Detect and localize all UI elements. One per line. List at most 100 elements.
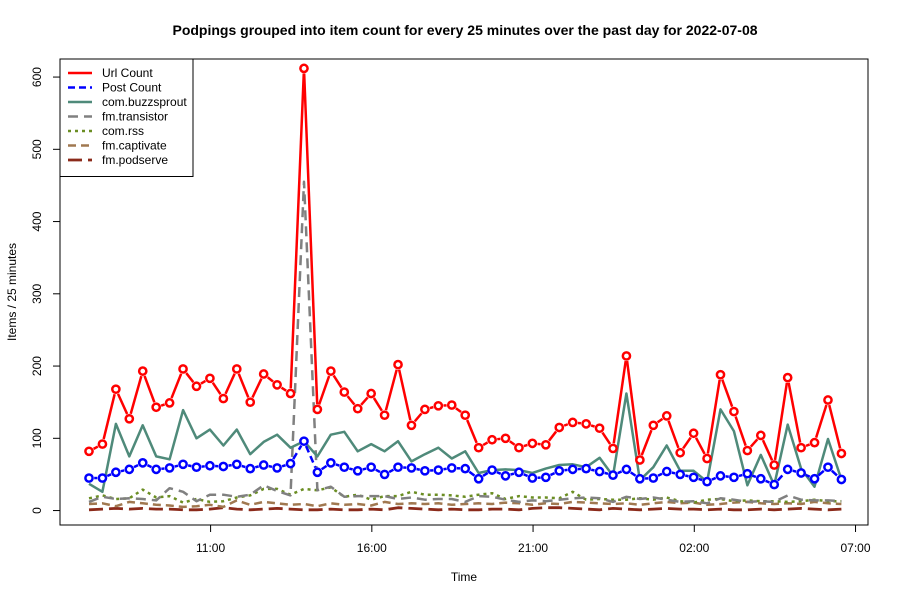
y-tick-label: 300 bbox=[30, 283, 44, 303]
y-tick-label: 600 bbox=[30, 67, 44, 87]
data-point bbox=[245, 463, 256, 474]
series-segment bbox=[360, 396, 369, 406]
series-segment bbox=[548, 430, 558, 442]
x-tick-label: 16:00 bbox=[357, 541, 387, 555]
series-segment bbox=[814, 404, 828, 439]
data-point bbox=[661, 411, 672, 421]
legend-entry: com.buzzsprout bbox=[102, 95, 187, 109]
series-segment bbox=[170, 373, 183, 399]
legend-entry: com.rss bbox=[102, 124, 144, 138]
series-segment bbox=[106, 473, 112, 478]
data-point bbox=[460, 463, 471, 474]
data-point bbox=[514, 442, 524, 453]
data-point bbox=[715, 471, 726, 481]
y-axis: 0 100 200 300 400 500 600 bbox=[30, 67, 60, 514]
data-point bbox=[648, 420, 659, 431]
data-point bbox=[379, 469, 390, 480]
series-segment bbox=[590, 468, 595, 472]
series-segment bbox=[640, 429, 653, 456]
series-segment bbox=[776, 472, 786, 482]
series-segment bbox=[251, 378, 263, 399]
series-segment bbox=[143, 375, 156, 403]
series-com-rss bbox=[88, 486, 842, 504]
data-point bbox=[823, 395, 833, 405]
data-point bbox=[567, 464, 578, 475]
series-segment bbox=[348, 467, 354, 471]
data-point bbox=[527, 438, 538, 449]
x-tick-label: 02:00 bbox=[679, 541, 709, 555]
series-segment bbox=[146, 464, 153, 469]
series-segment bbox=[805, 443, 811, 448]
series-segment bbox=[828, 404, 842, 449]
series-segment bbox=[817, 469, 825, 477]
series-line bbox=[88, 506, 842, 512]
data-point bbox=[487, 465, 497, 475]
series-fm-podserve bbox=[88, 506, 842, 512]
series-segment bbox=[362, 467, 367, 471]
series-fm-transistor bbox=[88, 180, 842, 505]
data-point bbox=[782, 464, 793, 475]
data-point bbox=[285, 458, 296, 469]
data-point bbox=[97, 473, 108, 483]
series-segment bbox=[443, 467, 447, 471]
series-segment bbox=[280, 386, 287, 392]
series-segment bbox=[761, 439, 774, 461]
data-point bbox=[420, 465, 430, 476]
data-point bbox=[608, 443, 618, 454]
series-segment bbox=[129, 375, 143, 415]
data-point bbox=[702, 476, 712, 487]
series-segment bbox=[304, 445, 317, 468]
data-point bbox=[796, 468, 806, 478]
data-point bbox=[635, 455, 645, 465]
data-point bbox=[473, 442, 484, 453]
data-point bbox=[124, 413, 135, 424]
data-point bbox=[473, 473, 484, 484]
series-segment bbox=[787, 382, 802, 443]
data-point bbox=[487, 434, 497, 445]
data-point bbox=[312, 404, 323, 415]
series-segment bbox=[612, 360, 627, 444]
data-point bbox=[137, 366, 148, 376]
data-point bbox=[433, 400, 444, 411]
series-segment bbox=[694, 437, 706, 455]
data-point bbox=[258, 460, 269, 470]
series-segment bbox=[160, 403, 166, 407]
data-point bbox=[769, 479, 780, 490]
data-point bbox=[702, 453, 712, 464]
data-point bbox=[218, 461, 229, 472]
series-segment bbox=[509, 440, 516, 446]
series-segment bbox=[102, 393, 116, 440]
series-segment bbox=[738, 473, 743, 478]
series-segment bbox=[482, 441, 489, 447]
series-segment bbox=[237, 373, 250, 398]
series-segment bbox=[185, 372, 195, 383]
data-point bbox=[540, 472, 551, 483]
series-segment bbox=[625, 360, 641, 455]
data-point bbox=[352, 403, 363, 414]
series-com-buzzsprout bbox=[88, 392, 843, 494]
data-point bbox=[675, 469, 686, 480]
data-point bbox=[312, 467, 323, 478]
data-point bbox=[635, 473, 645, 484]
x-tick-label: 11:00 bbox=[196, 541, 225, 555]
data-point bbox=[339, 462, 350, 473]
data-point bbox=[608, 470, 618, 480]
data-point bbox=[178, 364, 188, 374]
series-segment bbox=[510, 472, 515, 476]
series-segment bbox=[482, 471, 489, 477]
series-segment bbox=[721, 379, 734, 408]
series-segment bbox=[292, 445, 303, 460]
series-segment bbox=[187, 464, 192, 468]
series-segment bbox=[773, 382, 789, 461]
series-segment bbox=[830, 469, 839, 477]
series-segment bbox=[384, 369, 398, 411]
series-segment bbox=[523, 473, 529, 478]
series-segment bbox=[601, 431, 612, 445]
series-segment bbox=[372, 397, 383, 412]
data-point bbox=[809, 473, 820, 484]
data-point bbox=[594, 466, 605, 477]
data-point bbox=[111, 467, 121, 478]
data-point bbox=[272, 379, 282, 390]
y-tick-label: 200 bbox=[30, 356, 44, 376]
